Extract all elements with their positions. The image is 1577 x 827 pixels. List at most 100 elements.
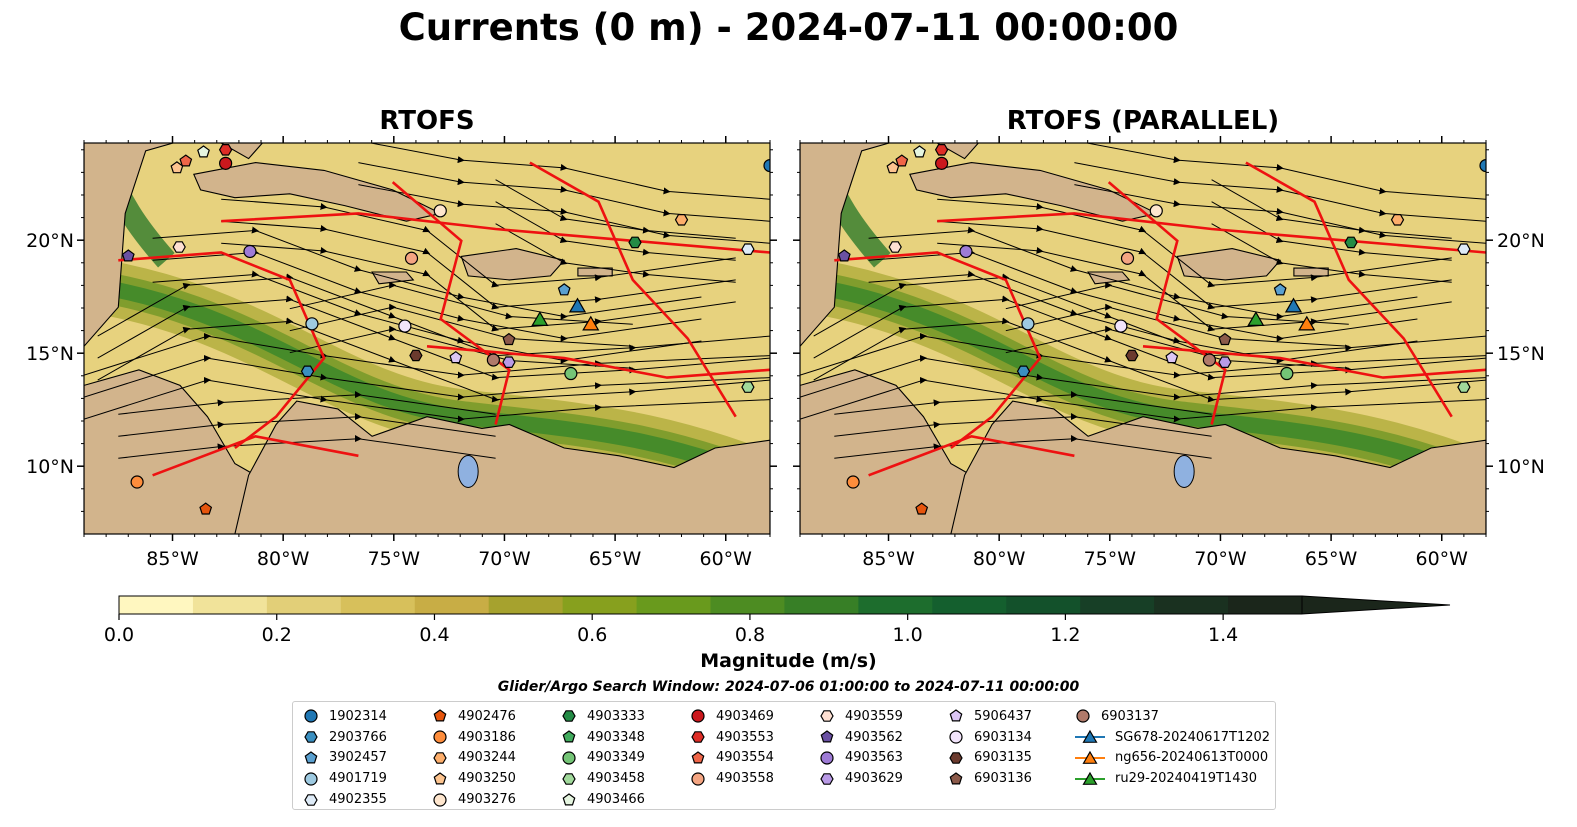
legend-label: 4903469	[716, 708, 774, 724]
pentagon-marker-icon	[304, 751, 318, 764]
legend-column: 1902314 2903766 3902457 4901719 4902355	[303, 706, 387, 810]
colorbar-segment	[266, 596, 342, 614]
colorbar-segment	[562, 596, 638, 614]
map-marker-4903554	[179, 154, 193, 167]
streamline	[1084, 143, 1486, 200]
map-marker-4903466	[197, 145, 210, 158]
map-marker-4903276	[1149, 204, 1163, 218]
circle-marker-icon	[820, 751, 834, 765]
map-marker-4903562	[121, 249, 135, 262]
legend-label: 1902314	[329, 708, 387, 724]
legend: 1902314 2903766 3902457 4901719 4902355 49024…	[292, 701, 1276, 810]
map-marker-4903244	[674, 214, 689, 226]
map-marker-1902314	[763, 159, 770, 173]
region-boundary	[1245, 161, 1453, 418]
legend-item: 4903553	[690, 727, 774, 748]
region-boundary	[221, 212, 770, 254]
legend-column: 5906437 6903134 6903135 6903136	[948, 706, 1032, 789]
map-marker-4901719	[305, 317, 319, 331]
legend-item: 4903562	[819, 727, 903, 748]
streamline	[495, 179, 736, 239]
legend-label: 6903134	[974, 729, 1032, 745]
triangle-marker-icon	[1075, 750, 1105, 764]
map-marker-2903766	[1016, 365, 1031, 378]
lon-tick-label: 65°W	[589, 548, 642, 570]
streamline	[495, 223, 736, 283]
legend-item: 4903250	[432, 768, 516, 789]
map-marker-4903559	[888, 241, 902, 253]
colorbar-segment	[858, 596, 933, 614]
legend-item: 4903186	[432, 727, 516, 748]
map-marker-3902457	[557, 283, 571, 296]
legend-label: SG678-20240617T1202	[1115, 729, 1271, 745]
colorbar-segment	[784, 596, 859, 614]
circle-marker-icon	[562, 751, 576, 765]
legend-label: 4902355	[329, 792, 387, 808]
map-marker-4902355	[1457, 243, 1471, 255]
legend-item: 4903458	[561, 768, 645, 789]
colorbar-segment	[932, 596, 1007, 614]
legend-item: 4903558	[690, 768, 774, 789]
map-marker-4903553	[218, 144, 233, 156]
legend-column: 4903333 4903348 4903349 4903458 4903466	[561, 706, 645, 810]
map-marker-6903135	[1125, 349, 1139, 362]
colorbar-tick-label: 0.2	[262, 624, 292, 646]
map-marker-4903553	[934, 144, 949, 156]
colorbar-segment	[119, 596, 194, 614]
lon-tick-label: 75°W	[1084, 548, 1137, 570]
legend-item: 4903244	[432, 748, 516, 769]
streamline	[358, 162, 770, 222]
map-frame	[799, 142, 1487, 535]
legend-label: 4903250	[458, 771, 516, 787]
map-marker-6903137	[486, 353, 500, 367]
map-marker-4903250	[170, 161, 184, 174]
pentagon-marker-icon	[562, 730, 576, 743]
triangle-marker-icon	[1075, 771, 1105, 785]
legend-label: 4903629	[845, 771, 903, 787]
map-marker-6903136	[1218, 332, 1232, 346]
streamline	[1005, 281, 1349, 325]
legend-label: 4903186	[458, 729, 516, 745]
legend-label: 4903333	[587, 708, 645, 724]
map-marker-6903135	[409, 349, 423, 362]
colorbar-segment	[1228, 596, 1303, 614]
map-marker-4903333	[1344, 236, 1358, 249]
map-marker-4902476	[915, 502, 929, 515]
colorbar-extend-arrow	[1301, 595, 1451, 615]
legend-label: 4903244	[458, 750, 516, 766]
map-marker-ru29-20240419T1430	[1247, 311, 1265, 326]
legend-item: ng656-20240613T0000	[1075, 748, 1270, 769]
lon-tick-label: 80°W	[257, 548, 310, 570]
colorbar-tick-label: 1.0	[893, 624, 923, 646]
circle-marker-icon	[433, 792, 447, 807]
legend-column: 4903469 4903553 4903554 4903558	[690, 706, 774, 789]
map-marker-6903134	[1114, 319, 1128, 333]
legend-item: 4903563	[819, 748, 903, 769]
hexagon-marker-icon	[691, 731, 705, 743]
lon-tick-label: 70°W	[478, 548, 531, 570]
legend-column: 4902476 4903186 4903244 4903250 4903276	[432, 706, 516, 810]
legend-label: 4903276	[458, 792, 516, 808]
region-boundary	[834, 251, 1042, 450]
legend-item: 4903554	[690, 748, 774, 769]
map-marker-4903469	[219, 156, 233, 170]
pentagon-marker-icon	[949, 772, 963, 785]
pentagon-marker-icon	[433, 772, 447, 785]
circle-marker-icon	[304, 709, 318, 723]
land-mass	[220, 143, 264, 160]
map-marker-4901719	[1021, 317, 1035, 331]
streamline	[1211, 223, 1452, 283]
legend-label: 4903553	[716, 729, 774, 745]
map-marker-4903458	[1457, 381, 1471, 393]
map-marker-4903349	[564, 366, 578, 381]
legend-column: 4903559 4903562 4903563 4903629	[819, 706, 903, 789]
legend-item: 3902457	[303, 748, 387, 769]
map-panel-rtofs: 85°W 80°W 75°W 70°W 65°W 60°W 20°N 15°N 10°N	[26, 136, 777, 570]
legend-item: 2903766	[303, 727, 387, 748]
colorbar-segment	[710, 596, 785, 614]
legend-item: 6903136	[948, 768, 1032, 789]
colorbar-tick-label: 0.0	[104, 624, 134, 646]
pentagon-marker-icon	[562, 792, 576, 806]
hexagon-marker-icon	[820, 710, 834, 723]
map-marker-2903766	[300, 365, 315, 378]
